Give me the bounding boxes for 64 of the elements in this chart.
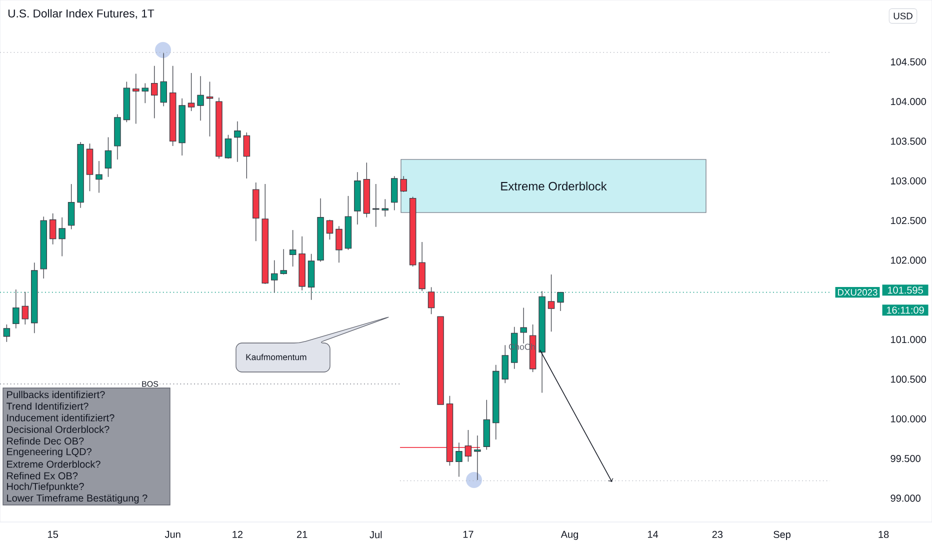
annotation: Pullbacks identifiziert? — [7, 390, 105, 398]
y-tick-label: 99.500 — [890, 454, 920, 462]
annotation: Refined Ex OB? — [7, 472, 78, 480]
candlestick — [77, 142, 84, 208]
candlestick — [58, 217, 66, 257]
candlestick — [114, 114, 121, 160]
text: U.S. Dollar Index Futures, 1T — [8, 9, 154, 19]
candlestick — [336, 226, 342, 263]
y-tick-label: 102.500 — [891, 216, 926, 224]
annotation: Trend Identifiziert? — [6, 402, 88, 410]
annotation: 101.595 — [888, 286, 923, 294]
y-tick-label: 100.000 — [891, 415, 926, 422]
y-tick-label: 103.500 — [891, 138, 926, 145]
candlestick — [151, 66, 158, 119]
y-tick-label: 104.000 — [891, 98, 926, 106]
ref-line-label: DXU2023 — [838, 289, 878, 296]
x-tick-label: 21 — [297, 530, 308, 538]
y-tick-label: 104.500 — [891, 58, 926, 66]
y-axis-title: USD — [894, 12, 912, 20]
x-tick-label: Aug — [560, 530, 578, 540]
candlestick — [178, 98, 186, 156]
x-tick-label: Sep — [774, 530, 791, 540]
y-tick-label: 100.500 — [891, 376, 926, 383]
candlestick — [216, 97, 222, 159]
x-tick-label: 15 — [48, 530, 58, 538]
annotation: 16:11:09 — [886, 306, 924, 314]
candlestick — [372, 184, 380, 228]
candlestick — [197, 76, 204, 121]
candlestick — [520, 307, 527, 344]
annotation: Hoch/Tiefpunkte? — [7, 482, 84, 492]
x-tick-label: Jul — [370, 530, 382, 538]
x-tick-label: 23 — [712, 530, 723, 538]
annotation: Refinde Dec OB? — [7, 437, 84, 445]
annotation: Engeneering LQD? — [7, 448, 92, 458]
x-tick-label: Jun — [164, 530, 180, 538]
candlestick — [317, 198, 324, 262]
candlestick — [418, 242, 426, 292]
candlestick — [96, 160, 102, 194]
annotation: Inducement identifiziert? — [7, 414, 114, 422]
x-tick-label: 17 — [463, 530, 474, 538]
ref-line-label: BOS — [142, 381, 158, 387]
y-tick-label: 99.000 — [890, 494, 920, 502]
candlestick — [474, 435, 481, 480]
candlestick — [456, 442, 462, 478]
candlestick — [262, 184, 269, 284]
y-tick-label: 103.000 — [891, 177, 926, 184]
x-tick-label: 18 — [878, 530, 889, 538]
candlestick — [548, 274, 555, 332]
candlestick — [354, 172, 361, 225]
band-label: Extreme Orderblock — [501, 182, 607, 190]
candlestick — [270, 260, 278, 294]
x-tick-label: 12 — [232, 530, 243, 538]
annotation: Extreme Orderblock? — [7, 460, 100, 468]
annotation: Kaufmomentum — [246, 354, 306, 360]
candlestick — [289, 230, 296, 267]
candlestick — [132, 73, 140, 124]
x-tick-label: 14 — [648, 530, 658, 538]
candlestick — [298, 236, 306, 291]
annotation: Decisional Orderblock? — [7, 426, 110, 433]
y-tick-label: 102.000 — [891, 256, 926, 264]
candlestick — [234, 121, 241, 162]
candlestick — [280, 248, 287, 275]
annotation: Lower Timeframe Bestätigung ? — [7, 494, 148, 504]
y-tick-label: 101.000 — [891, 336, 926, 344]
